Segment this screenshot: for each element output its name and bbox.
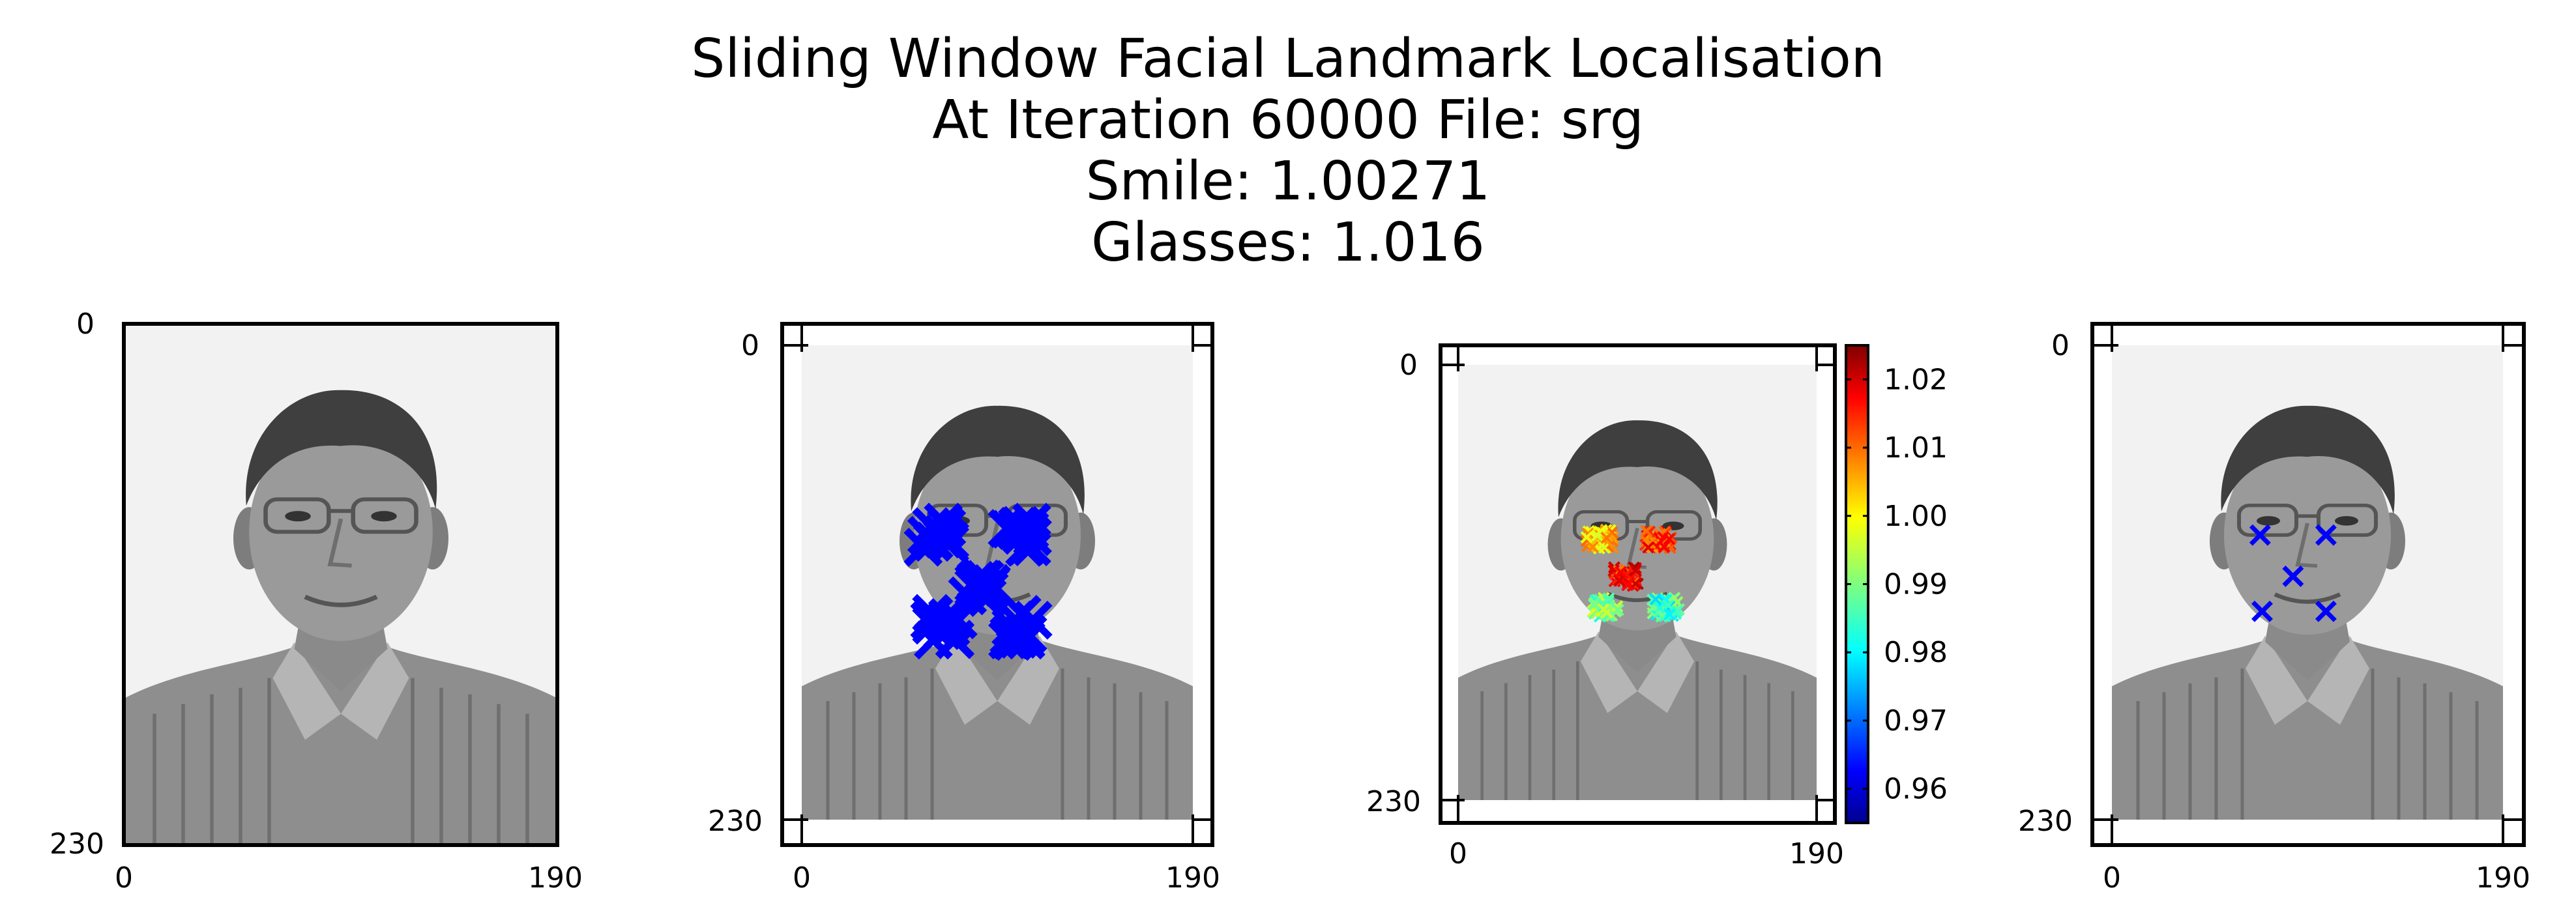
title-line-1: Sliding Window Facial Landmark Localisat… xyxy=(691,28,1885,90)
colorbar-tick-label: 0.98 xyxy=(1884,636,1948,669)
xtick-label-right-2: 190 xyxy=(1165,861,1220,895)
landmark-marker xyxy=(2315,600,2337,622)
panel-final-landmarks: 0 230 0 190 xyxy=(2018,322,2530,895)
score-marker xyxy=(1602,592,1615,605)
ytick-label-top-2: 0 xyxy=(741,329,759,362)
xtick-label-left-3: 0 xyxy=(1449,837,1467,870)
title-line-4: Glasses: 1.016 xyxy=(1091,212,1485,274)
axes-frame-2 xyxy=(780,322,1214,847)
landmark-marker xyxy=(2315,524,2337,546)
ytick-label-bottom-3: 230 xyxy=(1366,785,1421,818)
score-marker xyxy=(1671,605,1684,618)
ytick-label-bottom-1: 230 xyxy=(50,827,104,861)
xtick-label-right-4: 190 xyxy=(2476,861,2530,895)
axes-frame-4 xyxy=(2090,322,2526,847)
landmark-marker xyxy=(2249,524,2271,546)
detection-marker xyxy=(991,620,1031,660)
score-marker xyxy=(1649,593,1662,606)
landmark-marker xyxy=(2282,566,2304,587)
landmark-marker xyxy=(2251,600,2274,622)
detection-marker xyxy=(1002,595,1042,634)
colorbar-tick-label: 0.96 xyxy=(1884,773,1948,806)
ytick-label-top-1: 0 xyxy=(76,308,95,341)
detection-marker xyxy=(931,608,971,648)
colorbar-tick-label: 1.02 xyxy=(1884,363,1948,396)
ytick-label-top-3: 0 xyxy=(1399,349,1418,382)
panel-score-detections: 0 230 0 190 1.02 1.01 1.00 0.99 0.98 0.97 0.96 xyxy=(1366,343,1948,870)
xtick-label-left-1: 0 xyxy=(115,861,133,895)
score-marker xyxy=(1611,603,1624,616)
ytick-label-bottom-2: 230 xyxy=(708,805,763,838)
panel-sliding-window-detections: 0 230 0 190 xyxy=(708,322,1220,895)
axes-frame-1 xyxy=(122,322,559,847)
panel-original-image: 0 230 0 190 xyxy=(50,308,583,895)
score-marker xyxy=(1658,540,1671,553)
detection-marker xyxy=(1001,506,1040,545)
detection-marker xyxy=(922,517,961,557)
figure-title: Sliding Window Facial Landmark Localisat… xyxy=(0,29,2576,274)
score-marker xyxy=(1597,603,1610,616)
ytick-label-top-4: 0 xyxy=(2051,329,2070,362)
face-image-1 xyxy=(126,324,556,844)
axes-frame-3 xyxy=(1439,343,1837,825)
colorbar-ticks: 1.02 1.01 1.00 0.99 0.98 0.97 0.96 xyxy=(1846,363,1948,806)
score-marker xyxy=(1588,598,1600,611)
colorbar-tick-label: 1.01 xyxy=(1884,431,1948,465)
landmark-markers-4 xyxy=(2249,524,2337,622)
title-line-2: At Iteration 60000 File: srg xyxy=(932,89,1644,151)
xtick-label-right-1: 190 xyxy=(528,861,583,895)
xtick-label-right-3: 190 xyxy=(1789,837,1844,870)
score-marker xyxy=(1591,529,1604,542)
score-marker xyxy=(1663,532,1676,545)
score-marker xyxy=(1600,531,1613,544)
face-image-4 xyxy=(2112,345,2503,820)
score-marker xyxy=(1621,579,1634,592)
score-marker xyxy=(1643,525,1656,538)
title-line-3: Smile: 1.00271 xyxy=(1085,151,1491,212)
score-marker xyxy=(1586,541,1599,553)
score-marker xyxy=(1581,527,1594,540)
colorbar-tick-label: 0.99 xyxy=(1884,568,1948,601)
xtick-label-left-2: 0 xyxy=(793,861,811,895)
xtick-label-left-4: 0 xyxy=(2103,861,2121,895)
detection-marker xyxy=(929,601,969,640)
score-marker xyxy=(1580,531,1593,544)
score-marker xyxy=(1642,541,1655,554)
score-markers-3 xyxy=(1580,524,1686,623)
colorbar-tick-label: 0.97 xyxy=(1884,704,1948,738)
score-marker xyxy=(1615,566,1627,579)
detection-markers-2 xyxy=(903,502,1053,661)
score-marker xyxy=(1629,564,1642,577)
score-marker xyxy=(1640,524,1653,538)
colorbar-tick-label: 1.00 xyxy=(1884,500,1948,533)
score-marker xyxy=(1663,608,1676,621)
ytick-label-bottom-4: 230 xyxy=(2018,805,2073,838)
